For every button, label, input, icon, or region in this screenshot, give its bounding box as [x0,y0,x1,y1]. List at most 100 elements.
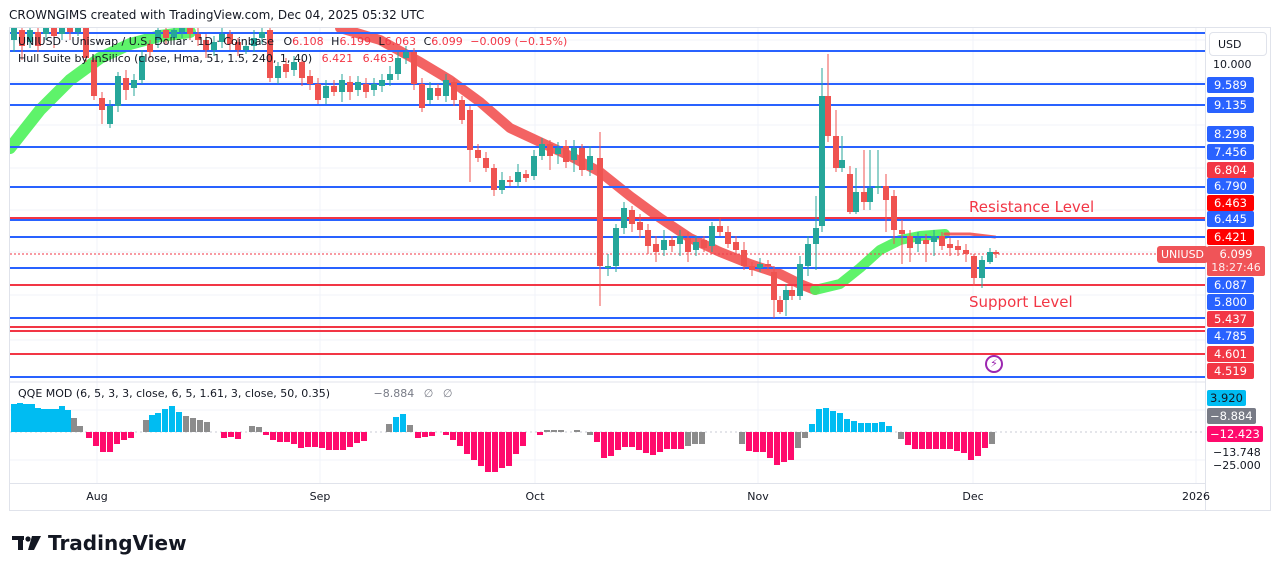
candle-body [923,240,929,244]
qqe-histogram-bar [615,432,621,450]
price-level-label: 4.601 [1207,346,1254,362]
qqe-histogram-bar [622,432,628,447]
candle-body [467,110,473,150]
candle-body [283,64,289,72]
chart-credit: CROWNGIMS created with TradingView.com, … [9,8,425,22]
qqe-histogram-bar [270,432,276,440]
qqe-histogram-bar [692,432,698,444]
candle-body [251,38,257,46]
candle-body [355,82,361,90]
lightning-event-icon[interactable]: ⚡ [985,355,1003,373]
qqe-histogram-bar [753,432,759,452]
candle-body [709,226,715,246]
candle-body [891,196,897,230]
tradingview-logo[interactable]: TradingView [12,531,187,555]
qqe-histogram-bar [393,417,399,432]
candle-body [443,80,449,96]
candle-body [725,232,731,244]
separator-dot: · [216,35,224,48]
candle-body [203,40,209,50]
candle-body [987,252,993,262]
qqe-histogram-bar [608,432,614,456]
price-axis[interactable] [1205,28,1272,510]
qqe-histogram-bar [149,415,155,432]
price-level-label: 4.519 [1207,363,1254,379]
qqe-histogram-bar [485,432,491,472]
hull-suite-legend[interactable]: Hull Suite by InSilico (close, Hma, 51, … [18,52,394,65]
symbol-legend[interactable]: UNIUSD · Uniswap / U.S. Dollar · 1D · Co… [18,35,567,48]
candle-body [299,62,305,78]
candle-body [805,244,811,266]
candle-body [419,84,425,108]
qqe-histogram-bar [29,404,35,432]
qqe-histogram-bar [788,432,794,460]
candle-body [661,240,667,250]
candle-body [783,290,789,300]
qqe-axis-tick: −13.748 [1213,446,1261,459]
candle-body [839,160,845,168]
candle-body [563,146,569,162]
time-axis[interactable]: Aug Sep Oct Nov Dec 2026 [10,483,1210,511]
hull-value-2: 6.463 [362,52,395,65]
candle-body [531,156,537,176]
qqe-histogram-bar [926,432,932,449]
qqe-histogram-bar [823,408,829,432]
candle-body [27,30,33,42]
candle-body [555,148,561,154]
qqe-histogram-bar [781,432,787,462]
currency-selector[interactable]: USD [1209,32,1267,56]
candle-body [499,180,505,190]
candle-body [693,242,699,250]
qqe-histogram-bar [228,432,234,437]
qqe-histogram-bar [319,432,325,448]
candle-body [685,238,691,252]
qqe-na-2: ∅ [442,387,453,400]
candle-body [211,42,217,50]
candle-body [979,260,985,278]
qqe-histogram-bar [340,432,346,450]
qqe-histogram-bar [816,409,822,432]
qqe-histogram-bar [277,432,283,442]
price-level-label: 6.421 [1207,229,1254,245]
qqe-mod-legend[interactable]: QQE MOD (6, 5, 3, 3, close, 6, 5, 1.61, … [18,387,452,400]
candle-body [597,158,603,266]
qqe-histogram-bar [143,420,149,432]
resistance-level-label: Resistance Level [969,198,1095,216]
hull-title: Hull Suite by InSilico (close, Hma, 51, … [18,52,313,65]
qqe-histogram-bar [478,432,484,466]
price-chart-canvas[interactable] [10,28,1205,483]
qqe-histogram-bar [858,423,864,432]
qqe-histogram-bar [587,432,593,435]
qqe-histogram-bar [657,432,663,452]
qqe-histogram-bar [506,432,512,466]
main-plot-area[interactable] [10,28,1205,483]
qqe-histogram-bar [197,420,203,432]
qqe-histogram-bar [407,425,413,432]
qqe-histogram-bar [298,432,304,448]
candle-body [11,28,17,40]
qqe-histogram-bar [919,432,925,449]
qqe-histogram-bar [558,430,564,432]
qqe-histogram-bar [190,418,196,432]
qqe-histogram-bar [912,432,918,449]
candle-body [993,252,999,254]
qqe-histogram-bar [86,432,92,438]
separator-dot: · [190,35,198,48]
qqe-histogram-bar [291,432,297,444]
low-value: 6.063 [384,35,417,48]
price-level-label: 6.790 [1207,178,1254,194]
qqe-histogram-bar [492,432,498,472]
candle-body [741,250,747,266]
qqe-histogram-bar [354,432,360,443]
qqe-histogram-bar [954,432,960,451]
candle-body [653,244,659,252]
candle-body [907,236,913,248]
qqe-histogram-bar [513,432,519,454]
qqe-histogram-bar [284,432,290,442]
qqe-histogram-bar [830,411,836,432]
hull-band-bullish [10,28,196,154]
candle-body [971,256,977,278]
candle-body [379,80,385,86]
candle-body [899,230,905,234]
qqe-histogram-bar [872,423,878,432]
